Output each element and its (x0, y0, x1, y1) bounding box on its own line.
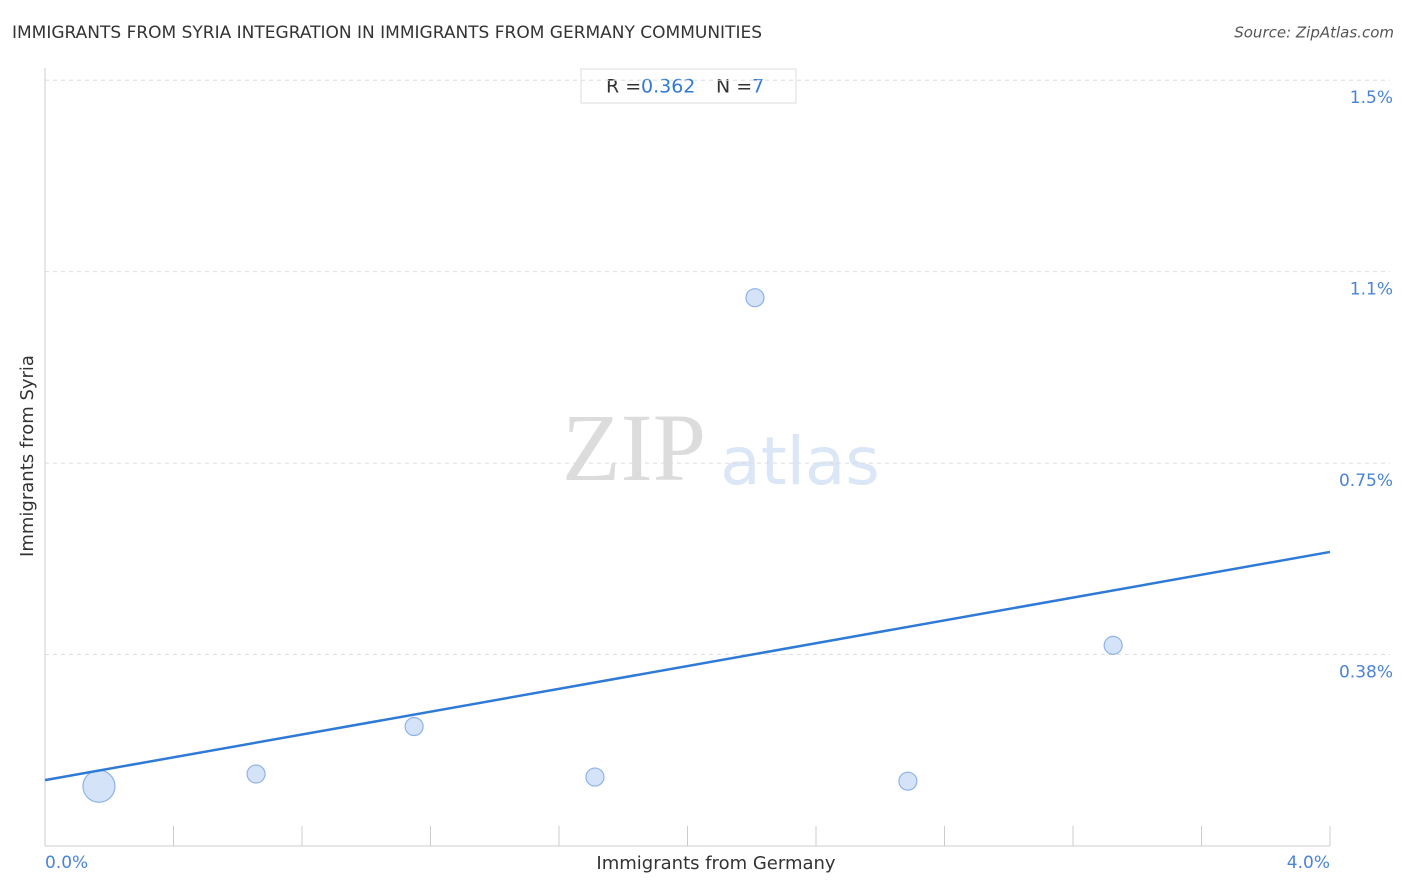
point (585, 767, 605, 787)
x-tick-label: 0.0% (45, 853, 88, 873)
y-tick-label: 0.75% (1339, 471, 1393, 491)
y-tick-label: 1.1% (1350, 280, 1393, 300)
stats-label: R = (606, 76, 641, 98)
source: Source: ZipAtlas.com (1234, 24, 1394, 42)
x-axis-label: Immigrants from Germany (596, 853, 835, 874)
stats-label: N = (716, 76, 752, 98)
x-tick-label: 4.0% (1287, 853, 1330, 873)
point (246, 764, 266, 784)
point (745, 288, 765, 308)
y-tick-label: 0.38% (1339, 663, 1393, 683)
chart-title: IMMIGRANTS FROM SYRIA INTEGRATION IN IMM… (12, 23, 762, 43)
watermark: atlas (720, 423, 880, 500)
point (1103, 635, 1123, 655)
trend-line (44, 550, 1331, 782)
y-axis-label: Immigrants from Syria (17, 355, 38, 557)
point (404, 716, 424, 737)
point (82, 769, 116, 803)
stats-value: 0.362 (641, 76, 695, 98)
stats-value: 7 (752, 76, 764, 98)
y-tick-label: 1.5% (1350, 88, 1393, 108)
point (898, 771, 918, 791)
stats-box (580, 68, 797, 104)
watermark: ZIP (562, 394, 706, 501)
